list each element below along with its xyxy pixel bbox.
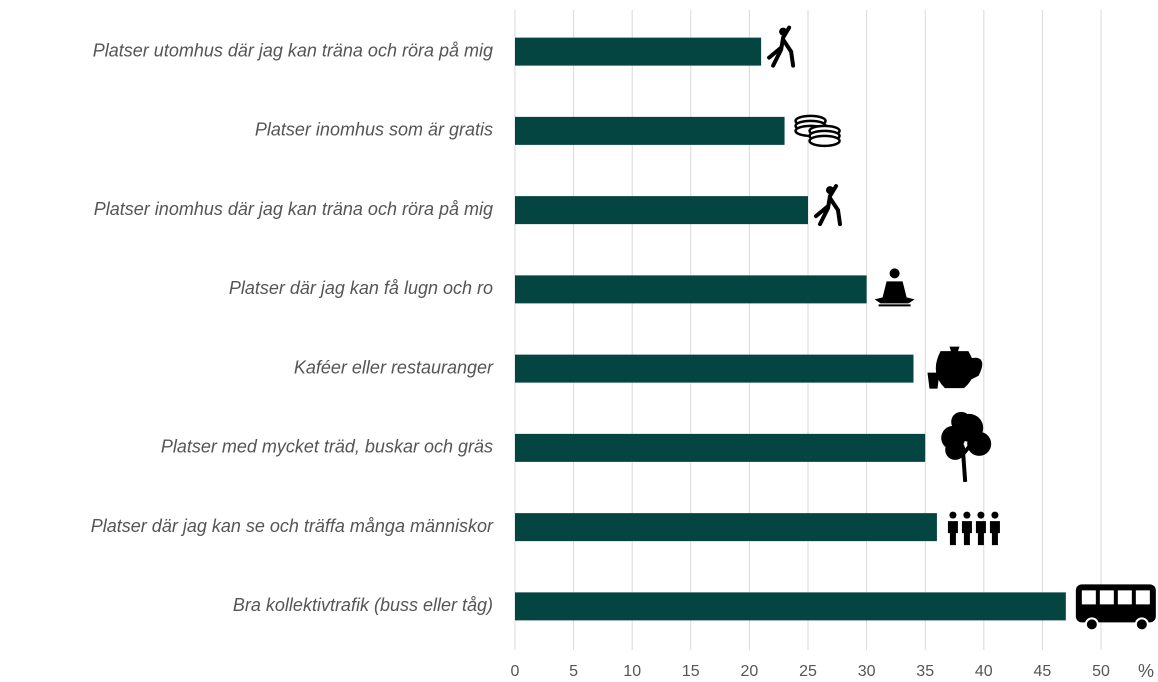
icon-part (874, 281, 915, 304)
icon (927, 346, 983, 389)
bar (515, 433, 926, 462)
icon-part (947, 521, 958, 546)
icon-part (977, 511, 985, 519)
y-tick-label: Bra kollektivtrafik (buss eller tåg) (233, 595, 493, 615)
y-tick-label: Kaféer eller restauranger (294, 357, 494, 377)
x-tick-label: 10 (623, 663, 641, 680)
icon-part (963, 511, 971, 519)
y-tick-label: Platser med mycket träd, buskar och gräs (161, 437, 493, 457)
icon-part (1081, 590, 1096, 605)
icon-part (1134, 617, 1149, 632)
y-tick-label: Platser där jag kan se och träffa många … (91, 516, 494, 536)
bar (515, 196, 808, 225)
x-tick-label: 5 (569, 663, 578, 680)
icon (1075, 584, 1156, 632)
icon-part (949, 511, 957, 519)
icon-part (1084, 617, 1099, 632)
icon (947, 511, 1000, 546)
bar (515, 37, 762, 66)
icon-part (951, 411, 972, 432)
icon-part (767, 25, 796, 68)
bar (515, 116, 785, 145)
icon-part (961, 521, 972, 546)
y-tick-label: Platser där jag kan få lugn och ro (229, 278, 493, 298)
icon (814, 184, 842, 227)
icon-part (1117, 590, 1132, 605)
icon (794, 114, 841, 148)
x-tick-label: 0 (511, 663, 520, 680)
icon-part (927, 372, 940, 389)
icon-part (808, 134, 841, 148)
icon (874, 268, 915, 307)
icon-part (1099, 590, 1114, 605)
bar (515, 275, 867, 304)
icon-part (967, 431, 992, 456)
icon-part (1135, 590, 1150, 605)
icon (941, 411, 992, 483)
x-tick-label: 35 (916, 663, 934, 680)
icon-part (989, 521, 1000, 546)
bar (515, 354, 914, 383)
icon-part (975, 521, 986, 546)
icon-part (935, 351, 983, 389)
x-tick-label: 50 (1092, 663, 1110, 680)
icon-part (945, 439, 966, 460)
bar (515, 592, 1066, 621)
icon (767, 25, 796, 68)
icon-part (991, 511, 999, 519)
y-tick-label: Platser utomhus där jag kan träna och rö… (93, 40, 493, 60)
x-tick-label: 20 (741, 663, 759, 680)
x-tick-label: 45 (1034, 663, 1052, 680)
y-tick-label: Platser inomhus som är gratis (255, 120, 493, 140)
x-axis-label: % (1138, 661, 1154, 681)
x-tick-label: 40 (975, 663, 993, 680)
bar (515, 513, 937, 542)
x-tick-label: 15 (682, 663, 700, 680)
icon-part (949, 346, 960, 353)
icon-part (814, 184, 842, 227)
icon-part (889, 268, 900, 279)
x-tick-label: 30 (858, 663, 876, 680)
y-tick-label: Platser inomhus där jag kan träna och rö… (94, 199, 493, 219)
x-tick-label: 25 (799, 663, 817, 680)
